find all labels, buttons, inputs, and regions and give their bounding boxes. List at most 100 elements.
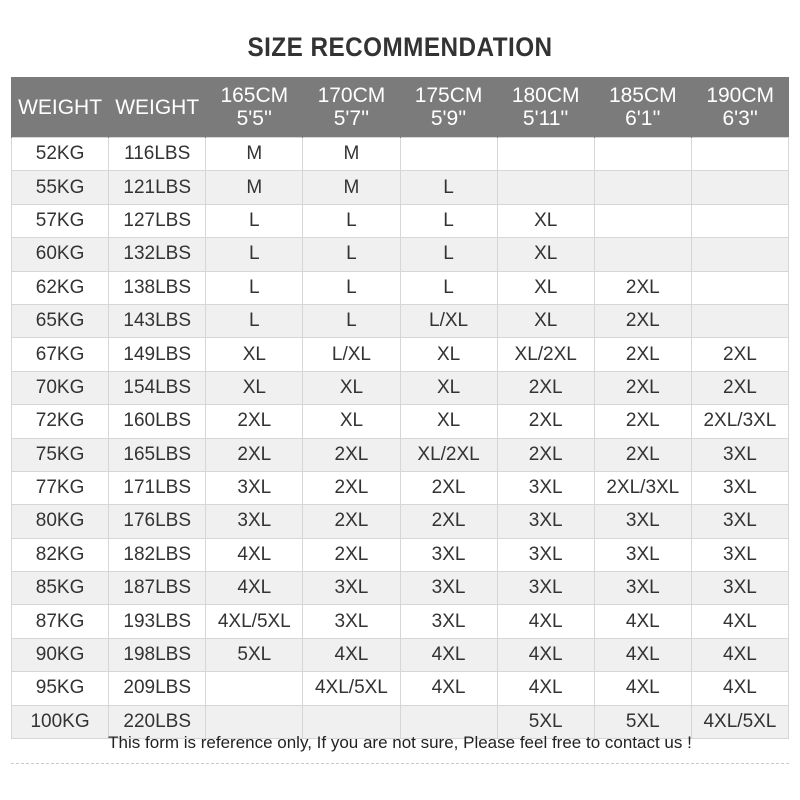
size-cell: XL	[496, 303, 595, 339]
table-row: 80KG 176LBS 3XL 2XL 2XL 3XL 3XL 3XL	[10, 504, 790, 539]
header-primary: 185CM	[608, 84, 677, 107]
size-cell: 3XL	[593, 504, 692, 539]
size-cell: 5XL	[593, 704, 692, 740]
size-cell: 2XL/3XL	[690, 404, 790, 439]
header-primary: 190CM	[706, 84, 775, 107]
column-header: 190CM 6'3''	[690, 77, 789, 138]
weight-cell: 171LBS	[108, 470, 207, 506]
size-cell: 2XL	[496, 404, 595, 439]
size-cell: XL/2XL	[399, 437, 498, 472]
size-cell: XL	[205, 337, 304, 372]
column-header: 180CM 5'11''	[496, 77, 595, 138]
size-cell: L	[205, 270, 304, 305]
size-cell	[496, 136, 595, 172]
header-row: WEIGHT WEIGHT 165CM 5'5'' 170CM 5'7'' 175CM 5'9…	[10, 77, 789, 138]
size-cell: 4XL	[205, 537, 304, 573]
table-row: 100KG 220LBS 5XL 5XL 4XL/5XL	[10, 704, 790, 740]
weight-cell: 85KG	[10, 571, 110, 606]
size-cell: 3XL	[690, 470, 790, 506]
size-cell: 2XL	[205, 404, 304, 439]
size-cell: 3XL	[593, 537, 692, 573]
size-cell: 4XL	[496, 637, 595, 673]
table-row: 70KG 154LBS XL XL XL 2XL 2XL 2XL	[10, 370, 790, 406]
size-cell: 4XL	[690, 604, 790, 639]
size-cell: L/XL	[302, 337, 401, 372]
size-cell: L	[302, 303, 401, 339]
size-cell: 3XL	[496, 537, 595, 573]
size-cell: 4XL	[496, 604, 595, 639]
table-row: 52KG 116LBS M M	[10, 136, 790, 172]
size-cell	[205, 671, 304, 706]
size-cell: L/XL	[399, 303, 498, 339]
weight-cell: 62KG	[10, 270, 110, 305]
size-cell: 2XL	[690, 337, 790, 372]
size-cell: 2XL	[593, 270, 692, 305]
size-cell: 3XL	[205, 470, 304, 506]
weight-cell: 149LBS	[108, 337, 207, 372]
size-cell: XL	[302, 370, 401, 406]
weight-cell: 193LBS	[108, 604, 207, 639]
size-cell: 2XL	[593, 404, 692, 439]
size-cell	[205, 704, 304, 740]
size-cell	[690, 203, 790, 239]
size-cell: 3XL	[302, 571, 401, 606]
size-cell: 5XL	[205, 637, 304, 673]
size-cell: 4XL	[399, 671, 498, 706]
size-cell: 3XL	[205, 504, 304, 539]
page-title: SIZE RECOMMENDATION	[247, 32, 553, 62]
column-header: 170CM 5'7''	[302, 77, 400, 138]
weight-cell: 154LBS	[108, 370, 207, 406]
weight-cell: 209LBS	[108, 671, 207, 706]
header-primary: 165CM	[220, 84, 289, 107]
size-cell	[690, 303, 790, 339]
size-cell	[399, 704, 498, 740]
size-cell: M	[205, 170, 304, 205]
size-cell: 2XL	[399, 470, 498, 506]
size-cell: XL	[399, 404, 498, 439]
weight-cell: 77KG	[10, 470, 110, 506]
size-cell: 2XL	[399, 504, 498, 539]
size-cell	[399, 136, 498, 172]
header-secondary: 6'1''	[625, 107, 661, 130]
size-cell: 3XL	[399, 571, 498, 606]
weight-cell: 116LBS	[108, 136, 207, 172]
size-cell: 2XL/3XL	[593, 470, 692, 506]
size-cell: M	[302, 170, 401, 205]
table-row: 95KG 209LBS 4XL/5XL 4XL 4XL 4XL 4XL	[10, 671, 790, 706]
size-cell: XL	[496, 270, 595, 305]
size-cell: 2XL	[690, 370, 790, 406]
header-primary: WEIGHT	[18, 95, 103, 119]
size-cell: M	[302, 136, 401, 172]
weight-cell: 80KG	[10, 504, 110, 539]
weight-cell: 176LBS	[108, 504, 207, 539]
size-cell: XL	[496, 203, 595, 239]
size-cell: 2XL	[302, 470, 401, 506]
weight-cell: 182LBS	[108, 537, 207, 573]
size-cell: 3XL	[399, 537, 498, 573]
size-cell: L	[302, 237, 401, 272]
size-cell: 3XL	[496, 571, 595, 606]
header-secondary: 5'9''	[430, 107, 467, 130]
size-cell: M	[205, 136, 304, 172]
size-cell: 2XL	[593, 437, 692, 472]
weight-cell: 95KG	[10, 671, 110, 706]
table-row: 77KG 171LBS 3XL 2XL 2XL 3XL 2XL/3XL 3XL	[10, 470, 790, 506]
size-cell: 3XL	[496, 504, 595, 539]
size-cell: 3XL	[399, 604, 498, 639]
table-row: 90KG 198LBS 5XL 4XL 4XL 4XL 4XL 4XL	[10, 637, 790, 673]
weight-cell: 75KG	[10, 437, 110, 472]
size-cell: XL	[399, 337, 498, 372]
weight-cell: 67KG	[10, 337, 110, 372]
table-row: 85KG 187LBS 4XL 3XL 3XL 3XL 3XL 3XL	[10, 571, 790, 606]
weight-cell: 70KG	[10, 370, 110, 406]
divider	[11, 763, 789, 764]
size-cell: 3XL	[690, 571, 790, 606]
footer-note: This form is reference only, If you are …	[108, 733, 692, 752]
size-cell: 2XL	[496, 437, 595, 472]
column-header: WEIGHT	[108, 77, 206, 138]
size-cell: L	[205, 237, 304, 272]
size-cell	[593, 136, 692, 172]
column-header: WEIGHT	[10, 77, 109, 138]
size-cell	[690, 170, 790, 205]
size-cell: 3XL	[690, 437, 790, 472]
